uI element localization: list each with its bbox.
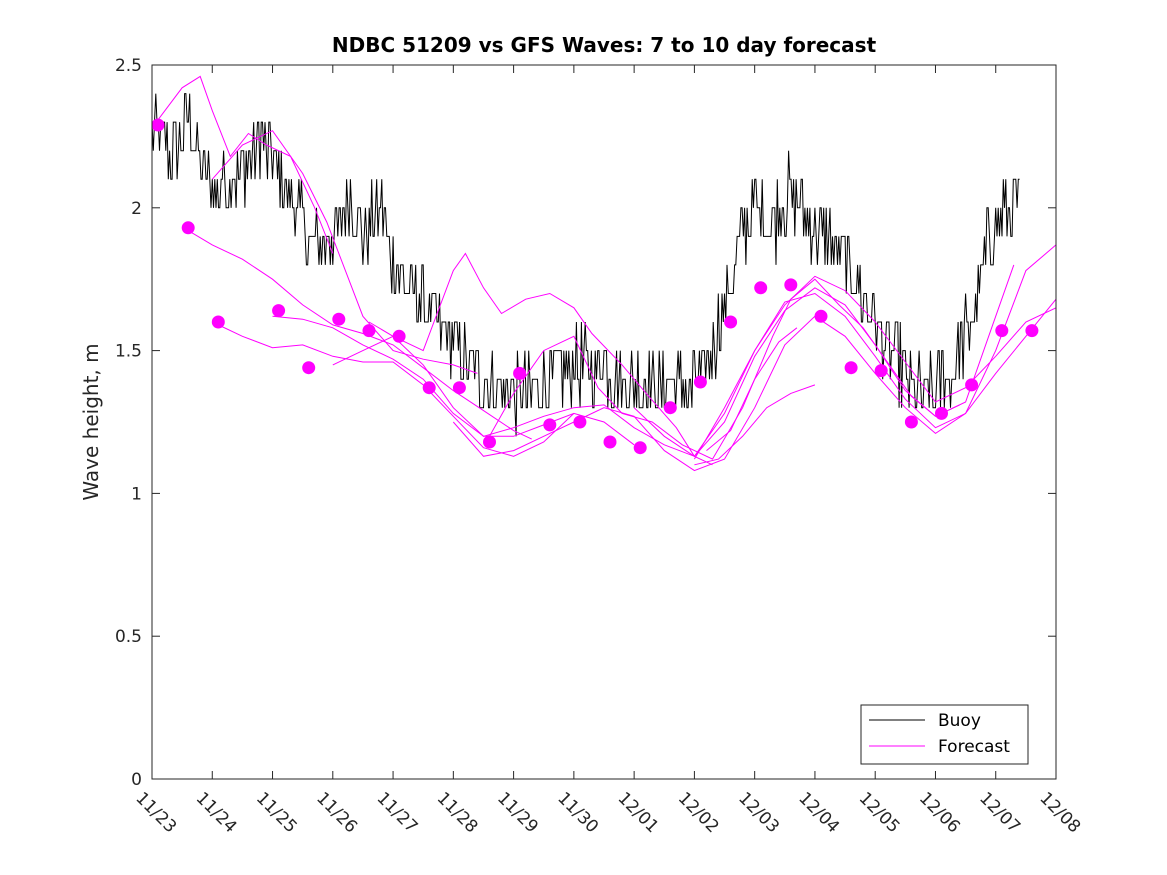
forecast-line-1: [152, 75, 334, 254]
forecast-marker: [392, 329, 406, 343]
forecast-marker: [904, 415, 918, 429]
y-tick-label: 0.5: [115, 627, 142, 647]
y-axis-label: Wave height, m: [79, 343, 103, 500]
y-tick-label: 0: [131, 770, 142, 790]
forecast-marker: [663, 401, 677, 415]
forecast-marker: [362, 324, 376, 338]
forecast-line-6: [332, 252, 713, 466]
forecast-marker: [874, 364, 888, 378]
forecast-marker: [724, 315, 738, 329]
forecast-line-9: [452, 244, 1056, 472]
legend-buoy-label: Buoy: [938, 711, 981, 731]
buoy-line: [152, 93, 1020, 437]
forecast-marker: [784, 278, 798, 292]
forecast-marker: [513, 366, 527, 380]
forecast-line-2: [211, 130, 478, 374]
y-tick-label: 2: [131, 199, 142, 219]
forecast-marker: [1025, 324, 1039, 338]
forecast-line-4: [212, 321, 575, 457]
forecast-marker: [935, 406, 948, 420]
forecast-marker: [965, 378, 979, 392]
forecast-marker: [693, 375, 707, 389]
forecast-marker: [603, 435, 617, 449]
legend-box: [860, 704, 1029, 765]
forecast-marker: [995, 324, 1009, 338]
forecast-marker: [633, 441, 647, 455]
y-tick-label: 2.5: [115, 56, 142, 76]
forecast-markers: [151, 118, 1039, 455]
chart-title: NDBC 51209 vs GFS Waves: 7 to 10 day for…: [332, 33, 877, 57]
forecast-marker: [422, 381, 436, 395]
forecast-marker: [814, 309, 828, 323]
forecast-marker: [452, 381, 466, 395]
forecast-marker: [272, 304, 286, 318]
forecast-series-group: [152, 75, 1056, 472]
axes-box: [151, 64, 1057, 780]
forecast-line-12: [706, 327, 798, 451]
forecast-line-5: [272, 315, 635, 446]
forecast-line-7: [368, 292, 1056, 457]
forecast-marker: [211, 315, 225, 329]
forecast-marker: [844, 361, 858, 375]
forecast-marker: [543, 418, 557, 432]
legend-forecast-label: Forecast: [938, 737, 1010, 757]
y-tick-label: 1: [131, 484, 142, 504]
forecast-line-8: [489, 278, 960, 460]
forecast-marker: [573, 415, 587, 429]
legend: Buoy Forecast: [860, 704, 1029, 765]
forecast-marker: [151, 118, 165, 132]
forecast-line-3: [187, 230, 532, 440]
forecast-marker: [302, 361, 316, 375]
y-tick-label: 1.5: [115, 342, 142, 362]
forecast-line-11: [694, 384, 816, 466]
forecast-marker: [332, 312, 346, 326]
forecast-marker: [483, 435, 496, 449]
forecast-marker: [181, 221, 195, 235]
forecast-line-13: [693, 275, 1056, 460]
forecast-marker: [754, 281, 768, 295]
buoy-series: [152, 93, 1020, 437]
